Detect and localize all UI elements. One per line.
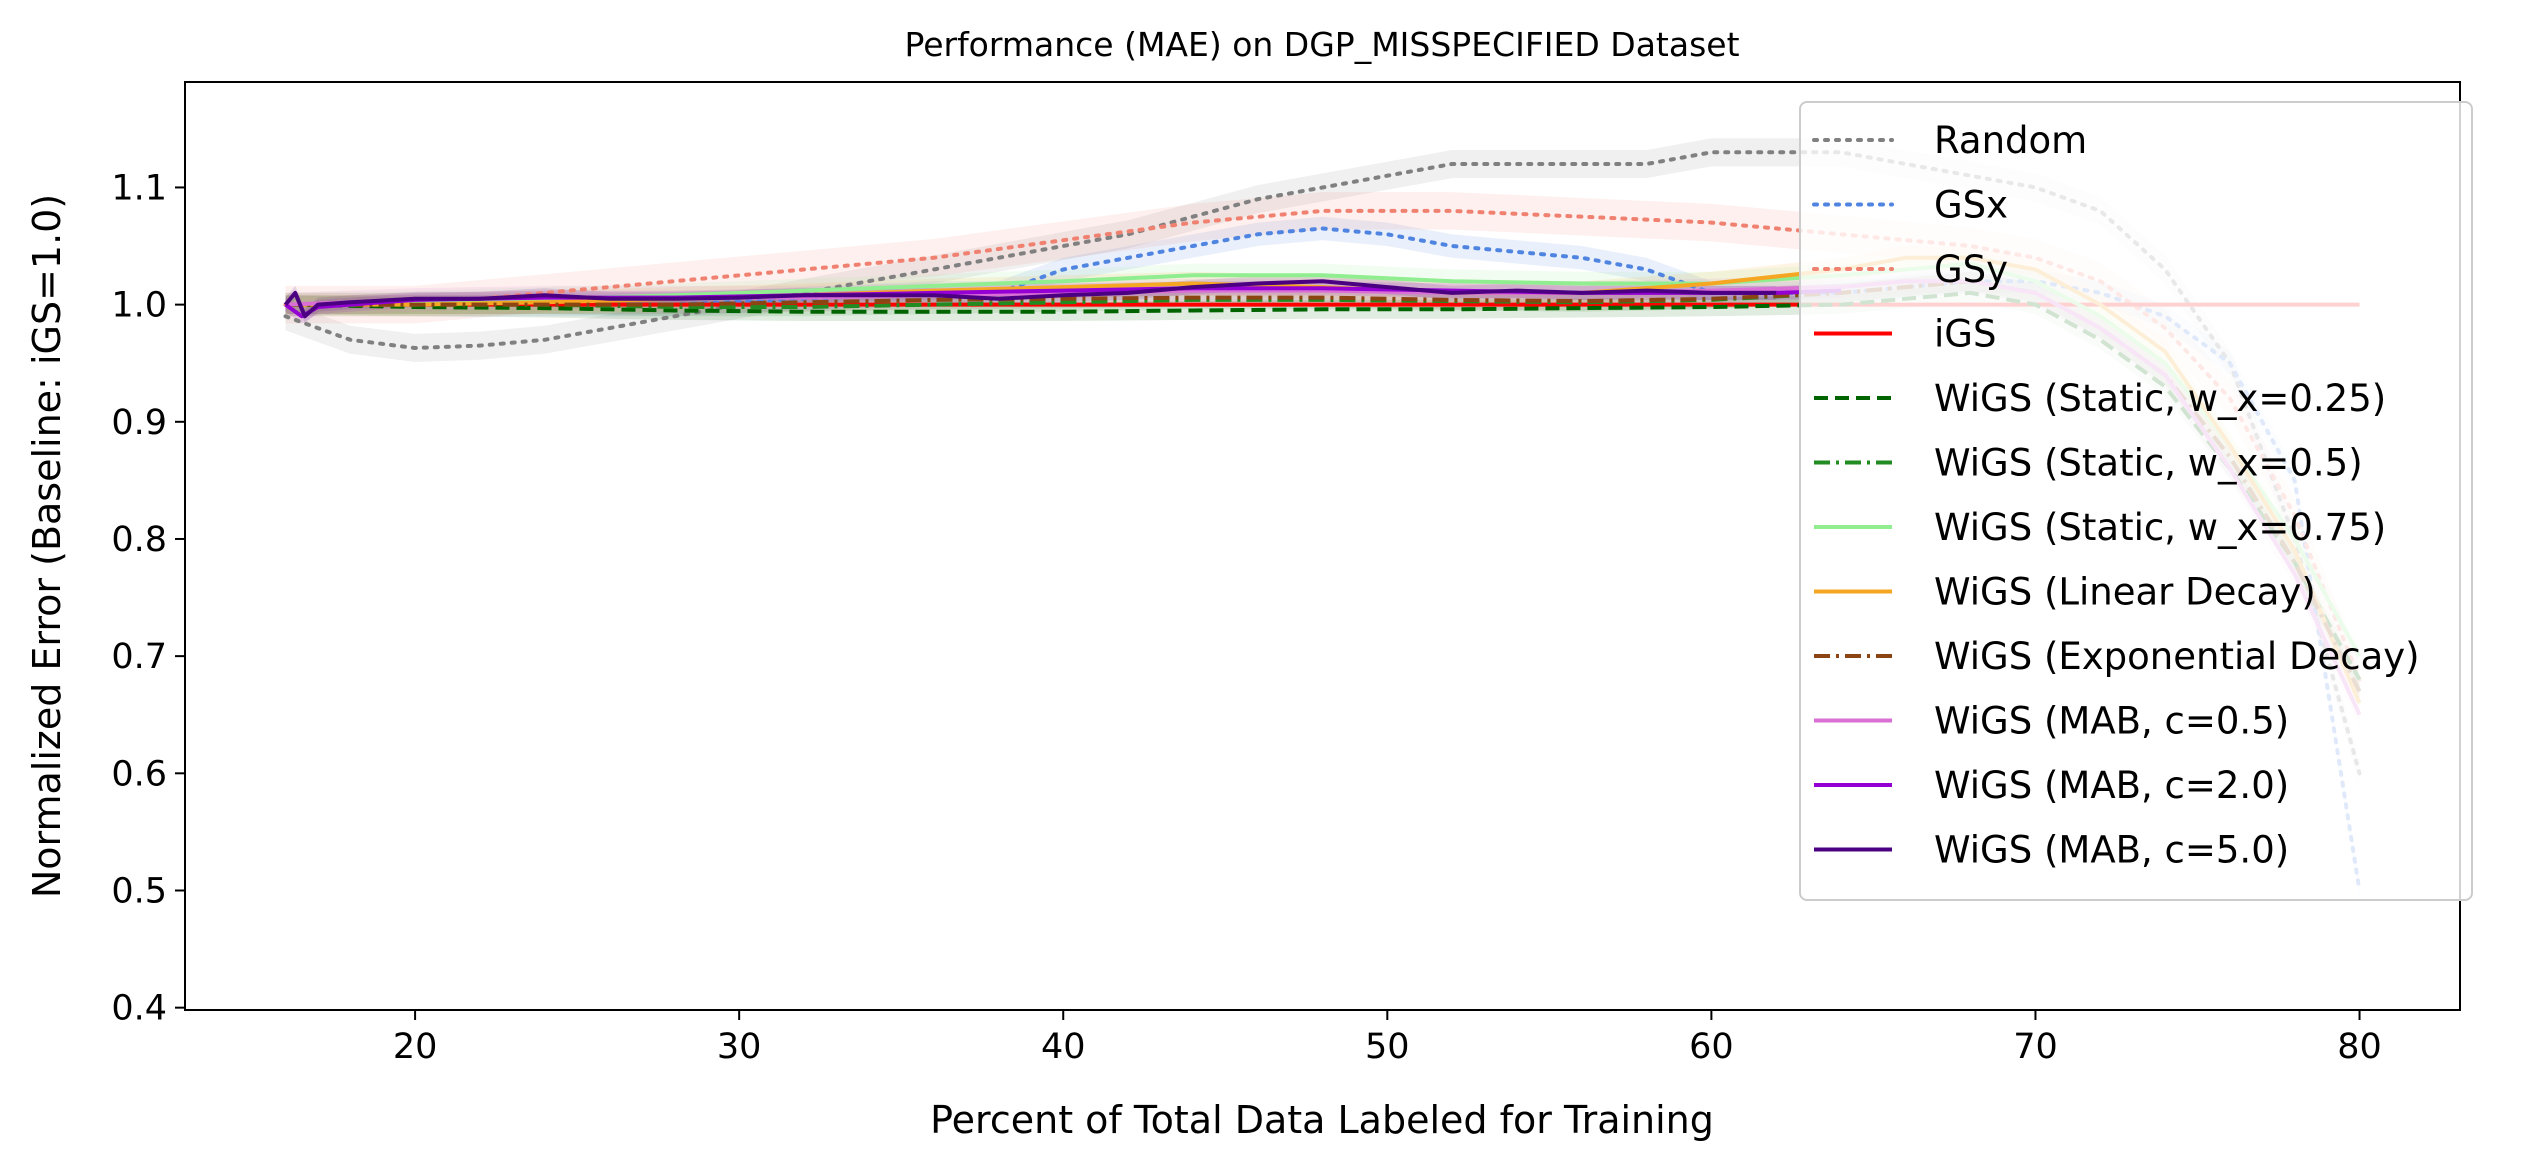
legend-entry: WiGS (Exponential Decay) bbox=[1934, 635, 2420, 678]
series-line-random bbox=[283, 150, 2362, 776]
y-tick-label: 1.0 bbox=[111, 286, 167, 326]
y-tick-label: 0.6 bbox=[111, 754, 167, 794]
legend-entry: WiGS (MAB, c=2.0) bbox=[1934, 764, 2289, 807]
y-axis-ticks: 0.4 0.5 0.6 0.7 0.8 0.9 1.0 1.1 bbox=[111, 168, 185, 1029]
x-axis-label: Percent of Total Data Labeled for Traini… bbox=[930, 1098, 1714, 1142]
y-tick-label: 0.5 bbox=[111, 871, 167, 911]
legend-entry: GSx bbox=[1934, 184, 2008, 227]
x-tick-label: 30 bbox=[717, 1027, 762, 1067]
x-tick-label: 20 bbox=[393, 1027, 438, 1067]
x-tick-label: 60 bbox=[1689, 1027, 1734, 1067]
x-tick-label: 40 bbox=[1041, 1027, 1086, 1067]
band-wigs-static-w-x-0-75 bbox=[285, 251, 2360, 668]
legend-entry: iGS bbox=[1934, 313, 1996, 356]
legend-box bbox=[1799, 101, 2473, 901]
series-line-wigs-mab-c-5-0 bbox=[283, 279, 1777, 319]
legend-entry: WiGS (Static, w_x=0.25) bbox=[1934, 377, 2386, 420]
x-axis-ticks: 20 30 40 50 60 70 80 bbox=[393, 1010, 2382, 1067]
legend: Random GSx GSy iGS WiGS (Static, w_x=0.25) Wi… bbox=[1799, 101, 2473, 901]
chart-title: Performance (MAE) on DGP_MISSPECIFIED Da… bbox=[904, 25, 1739, 64]
x-tick-label: 50 bbox=[1365, 1027, 1410, 1067]
legend-entry: WiGS (Static, w_x=0.5) bbox=[1934, 442, 2363, 485]
y-tick-label: 0.7 bbox=[111, 637, 167, 677]
y-axis-label: Normalized Error (Baseline: iGS=1.0) bbox=[25, 194, 69, 898]
legend-entry: WiGS (MAB, c=0.5) bbox=[1934, 700, 2289, 743]
y-tick-label: 0.8 bbox=[111, 520, 167, 560]
legend-entry: WiGS (MAB, c=5.0) bbox=[1934, 829, 2289, 872]
y-tick-label: 1.1 bbox=[111, 168, 167, 208]
y-tick-label: 0.9 bbox=[111, 403, 167, 443]
x-tick-label: 80 bbox=[2337, 1027, 2382, 1067]
legend-entry: Random bbox=[1934, 119, 2087, 162]
legend-entry: GSy bbox=[1934, 248, 2008, 291]
y-tick-label: 0.4 bbox=[111, 989, 167, 1029]
x-tick-label: 70 bbox=[2013, 1027, 2058, 1067]
band-wigs-linear-decay bbox=[285, 246, 2360, 715]
legend-entry: WiGS (Static, w_x=0.75) bbox=[1934, 506, 2386, 549]
legend-entry: WiGS (Linear Decay) bbox=[1934, 571, 2316, 614]
